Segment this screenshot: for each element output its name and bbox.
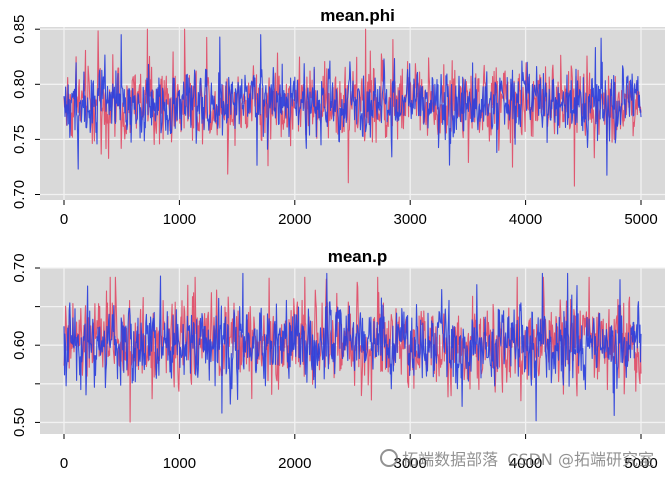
x-tick-label: 0 [60, 455, 68, 472]
chart-title: mean.phi [320, 6, 395, 25]
y-tick-label: 0.70 [11, 253, 28, 282]
x-tick-label: 5000 [624, 211, 657, 228]
x-tick-label: 1000 [163, 455, 196, 472]
y-tick-label: 0.75 [11, 125, 28, 154]
panel-mean.phi: mean.phi 0 1000 2000 3000 4000 5000 0.70 0.75 0.8… [11, 6, 665, 228]
x-tick-label: 3000 [394, 455, 427, 472]
x-tick-label: 5000 [624, 455, 657, 472]
y-tick-label: 0.50 [11, 408, 28, 437]
x-tick-label: 4000 [509, 211, 542, 228]
wechat-logo-icon [380, 449, 399, 467]
x-tick-label: 4000 [509, 455, 542, 472]
watermark: 拓端数据部落 CSDN @拓端研究室 [380, 446, 654, 470]
series-line-2 [63, 272, 642, 422]
panel-mean.p: mean.p 0 1000 2000 3000 4000 5000 0.50 0.60 0.70 [11, 247, 665, 472]
y-tick-label: 0.80 [11, 70, 28, 99]
watermark-text: CSDN @拓端研究室 [507, 450, 654, 469]
x-tick-label: 2000 [278, 211, 311, 228]
x-tick-label: 1000 [163, 211, 196, 228]
x-tick-label: 0 [60, 211, 68, 228]
watermark-logo-text: 拓端数据部落 [402, 450, 499, 469]
y-tick-label: 0.60 [11, 331, 28, 360]
x-tick-label: 3000 [394, 211, 427, 228]
y-tick-label: 0.85 [11, 15, 28, 44]
series-line-2 [63, 34, 642, 176]
y-tick-label: 0.70 [11, 180, 28, 209]
chart-title: mean.p [328, 247, 388, 266]
x-tick-label: 2000 [278, 455, 311, 472]
